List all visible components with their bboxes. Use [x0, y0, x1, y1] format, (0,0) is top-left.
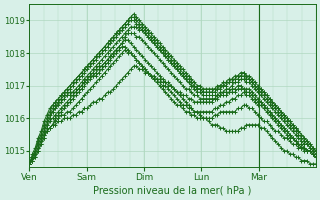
- X-axis label: Pression niveau de la mer( hPa ): Pression niveau de la mer( hPa ): [93, 186, 252, 196]
